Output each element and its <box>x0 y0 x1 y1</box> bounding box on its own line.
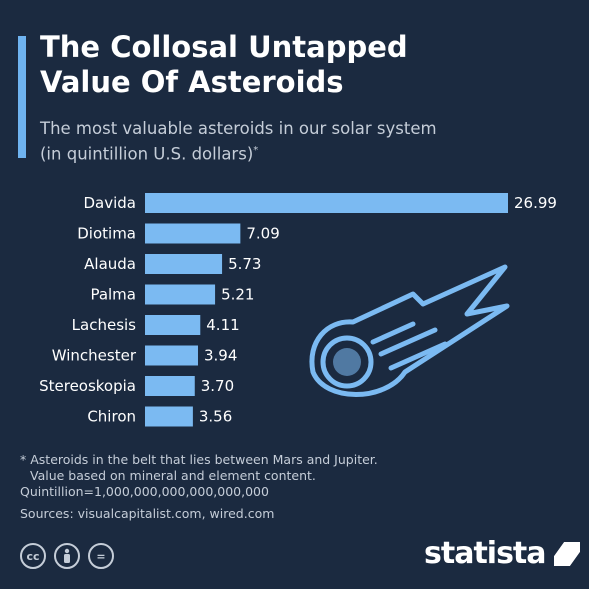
subtitle-footnote-marker: * <box>253 145 259 156</box>
bar <box>145 223 241 244</box>
bar-chart: Davida 26.99 Diotima 7.09 Alauda 5.73 Palma 5.2… <box>39 193 557 427</box>
bar <box>145 193 508 213</box>
page-title: The Collosal Untapped Value Of Asteroids <box>40 30 560 100</box>
bar <box>145 315 201 335</box>
category-label: Palma <box>90 286 136 304</box>
value-label: 3.94 <box>204 347 237 365</box>
subtitle-line-2: (in quintillion U.S. dollars) <box>40 144 254 164</box>
logo-text: statista <box>424 536 547 571</box>
category-label: Stereoskopia <box>39 377 136 395</box>
bar <box>145 406 193 427</box>
creative-commons-icon[interactable]: cc <box>20 543 46 569</box>
title-accent-bar <box>18 36 26 158</box>
statista-logo[interactable]: statista <box>424 536 582 571</box>
bar <box>145 284 216 305</box>
value-label: 3.70 <box>201 377 234 395</box>
title-line-1: The Collosal Untapped <box>40 30 408 64</box>
license-icons: cc = <box>20 543 114 569</box>
footnotes: * Asteroids in the belt that lies betwee… <box>20 452 560 522</box>
footnote-quintillion: Quintillion=1,000,000,000,000,000,000 <box>20 484 269 499</box>
statista-logo-icon <box>553 541 580 566</box>
bar <box>145 345 198 366</box>
no-derivatives-icon[interactable]: = <box>88 543 114 569</box>
category-label: Lachesis <box>72 316 137 334</box>
value-label: 7.09 <box>246 225 279 243</box>
value-label: 3.56 <box>199 408 232 426</box>
bar <box>145 376 195 396</box>
footnote-value-basis: Value based on mineral and element conte… <box>30 468 316 483</box>
attribution-icon[interactable] <box>54 543 80 569</box>
chart-subtitle: The most valuable asteroids in our solar… <box>40 118 560 166</box>
nd-icon-label: = <box>96 549 106 563</box>
footnote-asterisk: * Asteroids in the belt that lies betwee… <box>20 452 378 467</box>
category-label: Alauda <box>84 255 136 273</box>
category-label: Winchester <box>52 347 137 365</box>
value-label: 5.73 <box>228 255 261 273</box>
comet-icon <box>309 264 510 397</box>
title-line-2: Value Of Asteroids <box>40 65 344 99</box>
value-label: 5.21 <box>221 286 254 304</box>
cc-icon-label: cc <box>26 549 40 563</box>
category-label: Chiron <box>87 408 136 426</box>
category-label: Davida <box>84 194 137 212</box>
value-label: 26.99 <box>514 194 557 212</box>
bar <box>145 254 223 274</box>
sources-text: Sources: visualcapitalist.com, wired.com <box>20 506 275 521</box>
subtitle-line-1: The most valuable asteroids in our solar… <box>40 119 437 138</box>
person-icon <box>64 548 70 563</box>
category-label: Diotima <box>77 225 136 243</box>
value-label: 4.11 <box>206 316 239 334</box>
